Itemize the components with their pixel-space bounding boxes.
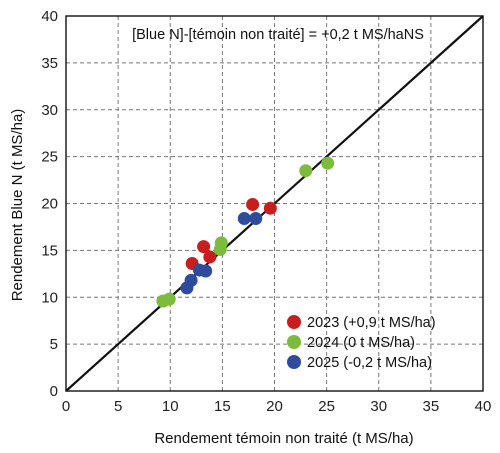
x-tick-label: 30 <box>370 398 387 415</box>
x-tick-label: 40 <box>475 398 492 415</box>
legend-marker <box>287 315 301 329</box>
data-point <box>246 197 260 211</box>
chart-annotation: [Blue N]-[témoin non traité] = +0,2 t MS… <box>132 27 424 43</box>
plot-frame <box>65 15 484 392</box>
y-tick-label: 25 <box>41 149 58 166</box>
x-tick-label: 20 <box>266 398 283 415</box>
legend-label: 2023 (+0,9 t MS/ha) <box>307 315 436 331</box>
x-tick-label: 5 <box>114 398 122 415</box>
y-tick-labels: 0 5 10 15 20 25 30 35 40 <box>41 8 58 400</box>
x-tick-label: 0 <box>62 398 70 415</box>
x-tick-label: 35 <box>423 398 440 415</box>
data-point <box>214 236 228 250</box>
legend-label: 2025 (-0,2 t MS/ha) <box>307 355 432 371</box>
legend-marker <box>287 335 301 349</box>
legend-marker <box>287 355 301 369</box>
y-tick-label: 15 <box>41 242 58 259</box>
data-point <box>197 240 211 254</box>
legend-label: 2024 (0 t MS/ha) <box>307 335 415 351</box>
y-tick-label: 40 <box>41 8 58 25</box>
x-tick-label: 25 <box>318 398 335 415</box>
data-point <box>199 264 213 278</box>
data-point <box>263 201 277 215</box>
data-point <box>162 292 176 306</box>
y-tick-label: 10 <box>41 289 58 306</box>
data-points <box>156 156 335 308</box>
y-tick-label: 20 <box>41 196 58 213</box>
x-axis-title: Rendement témoin non traité (t MS/ha) <box>154 430 413 447</box>
y-tick-label: 0 <box>50 383 58 400</box>
y-tick-label: 35 <box>41 55 58 72</box>
data-point <box>299 164 313 178</box>
data-point <box>237 212 251 225</box>
x-tick-labels: 0 5 10 15 20 25 30 35 40 <box>62 398 492 415</box>
y-axis-title: Rendement Blue N (t MS/ha) <box>9 109 26 302</box>
y-tick-label: 30 <box>41 102 58 119</box>
legend: 2023 (+0,9 t MS/ha) 2024 (0 t MS/ha) 2025 … <box>287 315 436 371</box>
y-tick-label: 5 <box>50 336 58 353</box>
x-tick-label: 10 <box>162 398 179 415</box>
data-point <box>249 212 263 225</box>
data-point <box>321 156 335 170</box>
x-tick-label: 15 <box>214 398 231 415</box>
data-point <box>184 273 198 287</box>
data-point <box>203 250 217 264</box>
